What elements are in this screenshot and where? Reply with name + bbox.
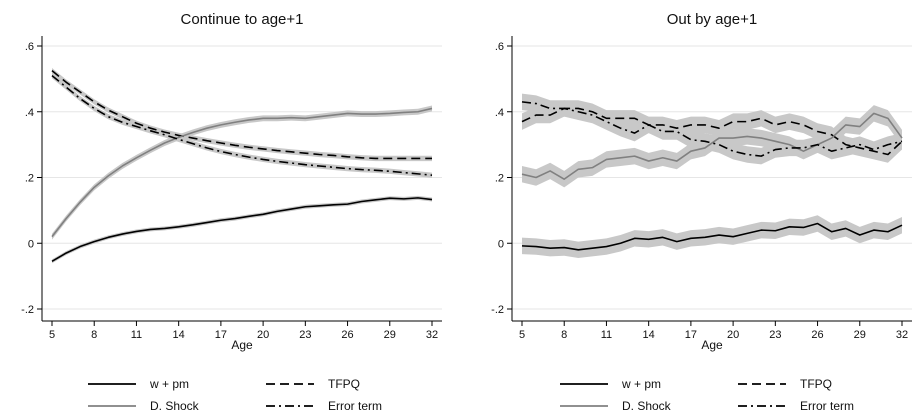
legend-label: w + pm [621,377,661,391]
legend-label: TFPQ [328,377,360,391]
series-line-w-pm [51,197,433,263]
x-tick-label: 14 [173,329,185,341]
y-tick-label: 0 [498,238,504,250]
x-axis-label: Age [701,338,723,352]
x-tick-label: 32 [896,329,908,341]
legend-label: Error term [328,399,382,413]
series-line-tfpq [51,70,432,160]
series-line-d-shock [521,112,903,180]
confidence-band-tfpq [522,100,902,163]
x-tick-label: 29 [384,329,396,341]
x-tick-label: 17 [215,329,227,341]
series-line-d-shock [51,107,433,238]
legend-label: w + pm [149,377,189,391]
confidence-band-error-term [52,72,432,178]
x-tick-label: 23 [299,329,311,341]
series-line-tfpq [521,107,903,156]
y-tick-label: -.2 [21,304,34,316]
legend-label: D. Shock [622,399,672,413]
y-tick-label: 0 [28,238,34,250]
x-tick-label: 17 [685,329,697,341]
x-tick-label: 32 [426,329,438,341]
y-tick-label: .4 [25,107,34,119]
x-tick-label: 23 [769,329,781,341]
legend-label: TFPQ [800,377,832,391]
x-tick-label: 8 [561,329,567,341]
x-tick-label: 14 [643,329,655,341]
x-tick-label: 5 [519,329,525,341]
y-tick-label: .4 [495,107,504,119]
x-axis-label: Age [231,338,253,352]
y-tick-label: .2 [25,173,34,185]
x-tick-label: 26 [811,329,823,341]
confidence-band-error-term [522,93,902,165]
legend-label: D. Shock [150,399,200,413]
y-tick-label: .6 [495,41,504,53]
y-tick-label: .2 [495,173,504,185]
series-line-error-term [521,101,903,157]
y-tick-label: -.2 [491,304,504,316]
x-tick-label: 20 [727,329,739,341]
x-tick-label: 11 [601,329,612,341]
x-tick-label: 20 [257,329,269,341]
legend-label: Error term [800,399,854,413]
chart-title: Continue to age+1 [180,11,303,28]
series-line-w-pm [521,222,903,251]
panel-right: Out by age+1 -.2 0 .2 .4 .6 5 8 11 14 17 20 23 26 29 32… [491,11,912,413]
series-line-error-term [51,74,433,176]
x-tick-label: 29 [854,329,866,341]
chart-title: Out by age+1 [667,11,757,28]
x-tick-label: 26 [341,329,353,341]
x-tick-label: 11 [131,329,142,341]
x-tick-label: 5 [49,329,55,341]
y-tick-label: .6 [25,41,34,53]
x-tick-label: 8 [91,329,97,341]
panel-left: Continue to age+1 -.2 0 .2 .4 .6 5 8 11 14 17 20 23 2… [21,11,442,413]
confidence-band-w-pm [52,195,432,264]
